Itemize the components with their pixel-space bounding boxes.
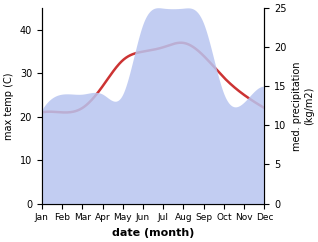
Y-axis label: med. precipitation
(kg/m2): med. precipitation (kg/m2)	[292, 61, 314, 151]
X-axis label: date (month): date (month)	[112, 228, 194, 238]
Y-axis label: max temp (C): max temp (C)	[4, 72, 14, 140]
